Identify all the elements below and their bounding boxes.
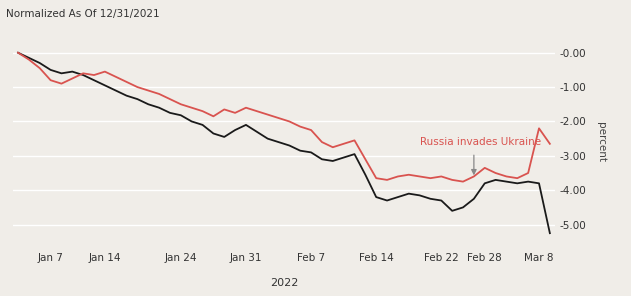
Text: Russia invades Ukraine: Russia invades Ukraine	[420, 137, 541, 147]
Y-axis label: percent: percent	[596, 122, 606, 162]
Text: Normalized As Of 12/31/2021: Normalized As Of 12/31/2021	[6, 9, 160, 19]
Text: 2022: 2022	[270, 279, 298, 289]
